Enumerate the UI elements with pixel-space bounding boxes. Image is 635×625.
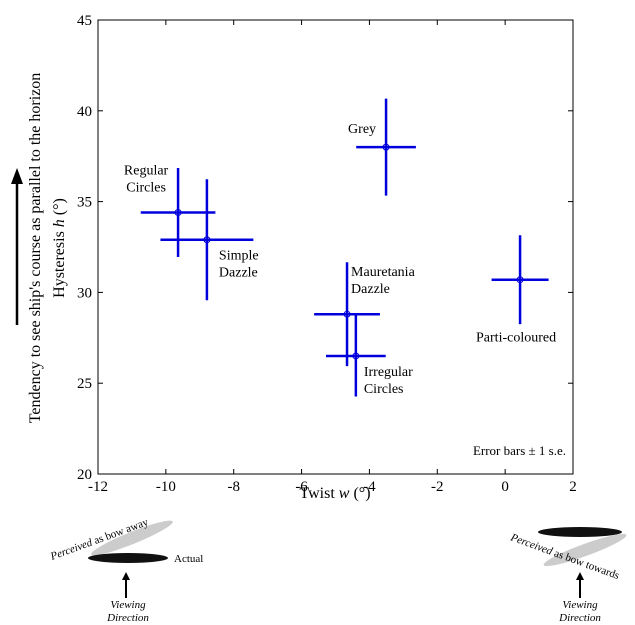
y-label-prefix: Hysteresis — [51, 227, 68, 298]
x-tick-label: -2 — [431, 479, 444, 495]
viewing-label: Direction — [558, 612, 601, 624]
y-axis-label: Hysteresis h (°) — [51, 198, 68, 298]
point — [352, 352, 360, 360]
y-tick-label: 30 — [77, 285, 92, 301]
y-tick-label: 40 — [77, 104, 92, 120]
ship-actual — [88, 553, 168, 563]
x-tick-label: -10 — [156, 479, 176, 495]
y-label-suffix: (°) — [51, 198, 68, 219]
point — [174, 208, 182, 216]
ship-actual — [538, 527, 622, 537]
point-label: Dazzle — [351, 282, 390, 297]
point-label: Regular — [124, 163, 169, 178]
point-label: Circles — [126, 180, 166, 195]
x-tick-label: -6 — [295, 479, 308, 495]
viewing-label: Direction — [106, 612, 149, 624]
x-tick-label: -4 — [363, 479, 376, 495]
point-label: Dazzle — [219, 266, 258, 281]
point-label: Simple — [219, 249, 259, 264]
viewing-label: Viewing — [562, 599, 598, 611]
ship-illustration-left: Perceived as bow away Actual Viewing Dir… — [48, 516, 203, 624]
x-tick-label: 2 — [569, 479, 577, 495]
perceived-word: Perceived — [508, 531, 554, 558]
arrow-head — [11, 168, 23, 184]
point-label: Circles — [364, 382, 404, 397]
y-note: Tendency to see ship's course as paralle… — [27, 73, 44, 424]
point — [343, 310, 351, 318]
view-arrow-head — [576, 572, 584, 580]
viewing-label: Viewing — [110, 599, 146, 611]
point-label: Parti-coloured — [476, 331, 556, 346]
error-note: Error bars ± 1 s.e. — [473, 443, 566, 458]
ship-perceived — [91, 520, 173, 556]
view-arrow-head — [122, 572, 130, 580]
x-label-suffix: (°) — [349, 485, 370, 502]
ship-illustration-right: Perceived as bow towards Viewing Directi… — [508, 527, 627, 624]
x-label-var: w — [339, 485, 350, 502]
y-tick-label: 25 — [77, 376, 92, 392]
ship-perceived — [543, 533, 627, 567]
y-label-var: h — [51, 219, 68, 227]
perceived-word: Perceived — [48, 536, 94, 563]
x-tick-label: 0 — [501, 479, 509, 495]
point-label: Mauretania — [351, 265, 416, 280]
point-label: Irregular — [364, 365, 413, 380]
y-tick-label: 20 — [77, 467, 92, 483]
actual-label: Actual — [174, 553, 203, 565]
x-axis-label: Twist w (°) — [299, 485, 370, 502]
point — [516, 276, 524, 284]
x-label-prefix: Twist — [299, 485, 338, 502]
point — [203, 236, 211, 244]
y-tick-label: 35 — [77, 195, 92, 211]
plot-frame — [97, 19, 574, 475]
point — [382, 143, 390, 151]
x-tick-label: -8 — [227, 479, 240, 495]
x-tick-label: -12 — [88, 479, 108, 495]
y-tick-label: 45 — [77, 13, 92, 29]
point-label: Grey — [348, 122, 376, 137]
